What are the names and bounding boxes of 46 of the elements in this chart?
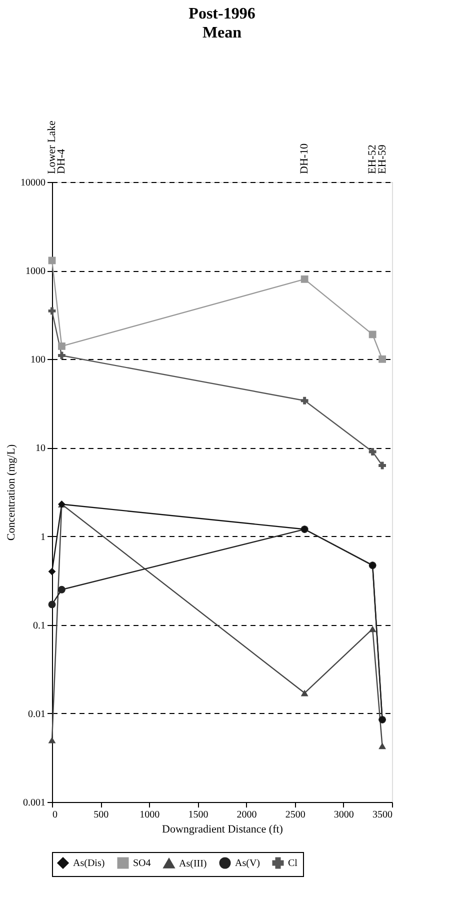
text: DH-10 [298, 142, 311, 174]
legend-label: As(V) [235, 858, 260, 869]
chart-title: Post-1996 [188, 6, 256, 23]
point [368, 448, 376, 456]
y-tick-label: 0.001 [23, 798, 46, 808]
point [48, 568, 56, 576]
x-tick-label: 1000 [140, 810, 160, 820]
point [378, 355, 386, 363]
x-tick-label: 3500 [372, 810, 392, 820]
x-tick-label: 1500 [188, 810, 208, 820]
point [300, 396, 308, 404]
legend-label: As(Dis) [73, 858, 105, 869]
y-tick-label: 0.01 [28, 708, 46, 720]
legend-label: As(III) [179, 858, 207, 870]
x-tick-label: 500 [94, 810, 109, 820]
y-tick-label: 1 [40, 532, 46, 543]
y-tick-label: 100 [30, 354, 46, 366]
point [378, 742, 386, 750]
point [48, 307, 56, 315]
point [58, 586, 66, 594]
legend-label: SO4 [133, 858, 151, 869]
point [48, 600, 56, 608]
x-tick-label: 2500 [285, 810, 306, 820]
point [378, 462, 386, 470]
text: EH-52 [366, 144, 379, 174]
point [368, 330, 376, 338]
text: Lower Lake [46, 120, 58, 174]
point [300, 275, 308, 283]
y-tick-label: 1000 [26, 266, 46, 278]
legend-label: Cl [288, 858, 298, 869]
x-tick-label: 2000 [236, 810, 257, 820]
x-axis-title: Downgradient Distance (ft) [162, 824, 284, 836]
y-tick-label: 0.1 [33, 620, 46, 632]
text: DH-4 [56, 148, 68, 174]
y-axis-title: Concentration (mg/L) [6, 444, 18, 541]
point [300, 690, 308, 696]
x-tick-label: 3000 [334, 810, 354, 820]
x-tick-label: 0 [52, 810, 58, 820]
point [58, 352, 66, 360]
y-tick-label: 10 [36, 443, 46, 454]
point [48, 736, 56, 744]
chart-subtitle: Mean [202, 24, 242, 42]
point [58, 342, 66, 350]
y-tick-label: 10000 [20, 178, 46, 188]
text: EH-59 [376, 144, 388, 174]
point [368, 626, 376, 632]
